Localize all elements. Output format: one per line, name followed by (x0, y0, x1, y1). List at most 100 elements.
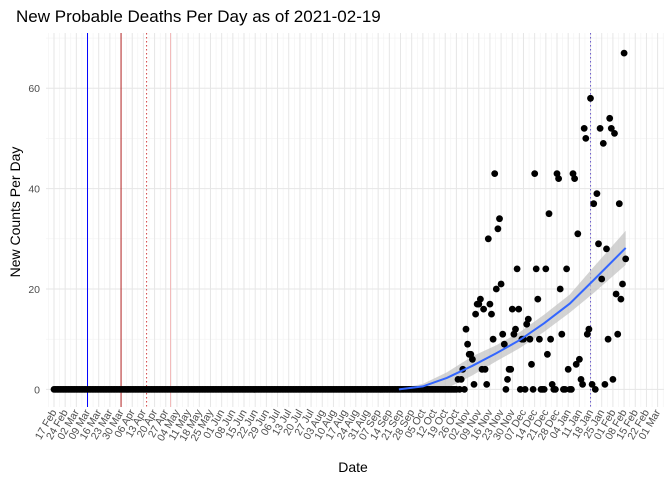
data-point (536, 335, 543, 343)
data-point (599, 140, 607, 147)
data-point (563, 265, 570, 273)
data-point (596, 124, 604, 132)
data-point (456, 386, 463, 393)
data-point (464, 340, 471, 348)
data-point (480, 305, 487, 313)
data-point (461, 386, 468, 393)
data-point (580, 124, 588, 132)
data-point (457, 376, 465, 383)
data-point (542, 265, 550, 273)
data-point (591, 386, 599, 393)
data-point (500, 340, 508, 348)
data-point (585, 325, 593, 333)
data-point (582, 135, 590, 142)
data-point (486, 300, 494, 308)
data-point (484, 235, 492, 243)
data-point (604, 335, 612, 343)
data-point (496, 215, 503, 223)
data-point (614, 330, 622, 338)
data-point (470, 381, 478, 388)
y-tick-label: 0 (34, 384, 40, 396)
data-point (513, 265, 521, 273)
data-point (529, 386, 537, 393)
smooth-trend-line (398, 247, 627, 391)
chart-grid (46, 33, 664, 407)
chart-title: New Probable Deaths Per Day as of 2021-0… (16, 7, 381, 26)
data-point (507, 365, 515, 373)
data-point (544, 350, 551, 358)
data-point (477, 295, 484, 303)
data-point (528, 360, 535, 368)
data-point (552, 386, 559, 393)
data-point (515, 305, 523, 313)
smooth-line (398, 247, 627, 391)
data-point (590, 200, 598, 208)
data-point (556, 285, 564, 293)
y-axis-title: New Counts Per Day (7, 147, 23, 278)
data-point (523, 320, 531, 328)
data-point (593, 190, 601, 198)
data-point (472, 310, 479, 318)
data-point (524, 315, 532, 323)
data-point (489, 335, 497, 343)
data-point (579, 381, 586, 388)
y-tick-label: 20 (28, 284, 40, 296)
data-point (512, 325, 519, 333)
data-point (494, 225, 502, 233)
data-point (564, 365, 572, 373)
data-point (607, 124, 615, 132)
x-axis-title: Date (338, 459, 368, 475)
data-point (502, 386, 510, 393)
data-point (508, 305, 516, 313)
data-point (595, 240, 602, 248)
y-axis-ticks: 0 20 40 60 (28, 83, 40, 396)
data-point (540, 386, 548, 393)
data-point (555, 175, 562, 183)
data-point (532, 265, 540, 273)
y-tick-label: 40 (28, 184, 40, 196)
data-point (462, 325, 470, 333)
data-point (526, 335, 534, 343)
data-point (601, 381, 609, 388)
data-point (491, 170, 499, 178)
data-point (547, 335, 554, 343)
data-point (483, 381, 491, 388)
data-points (50, 49, 630, 393)
data-point (499, 330, 507, 338)
data-point (504, 376, 511, 383)
data-point (497, 280, 505, 288)
data-point (620, 49, 628, 57)
data-point (568, 386, 575, 393)
data-point (576, 355, 583, 363)
data-point (619, 280, 626, 288)
reference-lines (87, 33, 592, 407)
data-point (545, 210, 553, 218)
data-point (587, 94, 594, 102)
data-point (611, 130, 618, 137)
data-point (615, 200, 623, 208)
data-point (606, 114, 614, 122)
data-point (612, 290, 620, 298)
data-point (603, 245, 610, 253)
data-point (516, 386, 524, 393)
data-point (598, 275, 606, 283)
data-point (572, 360, 580, 368)
data-point (481, 365, 489, 373)
data-point (521, 386, 529, 393)
data-point (561, 386, 569, 393)
data-point (617, 295, 625, 303)
data-point (574, 230, 582, 238)
data-point (609, 376, 617, 383)
data-point (531, 170, 539, 178)
data-point (488, 310, 495, 318)
data-point (492, 285, 500, 293)
data-point (622, 255, 630, 263)
data-point (469, 355, 476, 363)
data-point (534, 295, 542, 303)
data-point (588, 381, 596, 388)
data-point (558, 330, 566, 338)
data-point (571, 175, 578, 183)
y-tick-label: 60 (28, 83, 40, 95)
